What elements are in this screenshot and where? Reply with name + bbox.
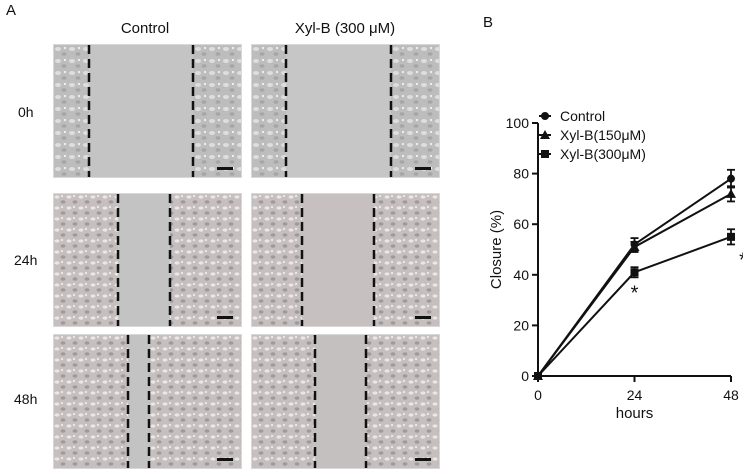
data-point	[534, 372, 542, 380]
x-tick-label: 0	[534, 387, 542, 403]
micrograph-control-24h	[53, 193, 242, 327]
panel-b-label: B	[483, 14, 494, 31]
x-axis-label: hours	[616, 405, 654, 422]
series-line	[537, 235, 732, 377]
panel-a-label: A	[6, 2, 17, 19]
y-tick-label: 40	[513, 267, 529, 283]
data-point	[727, 174, 735, 183]
data-point	[629, 241, 640, 251]
y-axis-label: Closure (%)	[488, 210, 505, 289]
y-tick-label: 60	[513, 216, 529, 232]
legend-label: Xyl-B(300μM)	[560, 146, 646, 162]
row-label-24h: 24h	[14, 252, 38, 268]
data-point	[630, 268, 639, 277]
legend-label: Xyl-B(150μM)	[560, 127, 646, 143]
data-point	[727, 232, 735, 241]
micrograph-xylb-48h	[251, 334, 440, 469]
data-point	[726, 188, 736, 198]
legend-marker	[541, 112, 549, 120]
y-tick-label: 20	[513, 317, 529, 333]
column-header-control: Control	[120, 20, 170, 37]
micrograph-xylb-0h	[251, 44, 440, 178]
y-tick-label: 80	[513, 166, 529, 182]
legend-marker	[541, 150, 549, 158]
significance-marker: *	[739, 249, 743, 271]
closure-line-chart: 0 20 40 60 80 100 0 24 48 hours Closure (%) * * Contr…	[488, 108, 743, 422]
legend-label: Control	[560, 108, 605, 124]
micrograph-xylb-24h	[251, 193, 440, 327]
y-tick-label: 100	[506, 115, 530, 131]
row-label-48h: 48h	[14, 391, 38, 407]
legend-marker	[540, 130, 550, 139]
significance-marker: *	[631, 282, 639, 304]
x-tick-label: 24	[627, 387, 643, 403]
y-tick-label: 0	[521, 368, 529, 384]
micrograph-control-0h	[53, 44, 242, 178]
row-label-0h: 0h	[18, 104, 34, 120]
column-header-xylb: Xyl-B (300 μM)	[294, 20, 396, 37]
micrograph-control-48h	[53, 334, 242, 469]
x-tick-label: 48	[723, 387, 739, 403]
